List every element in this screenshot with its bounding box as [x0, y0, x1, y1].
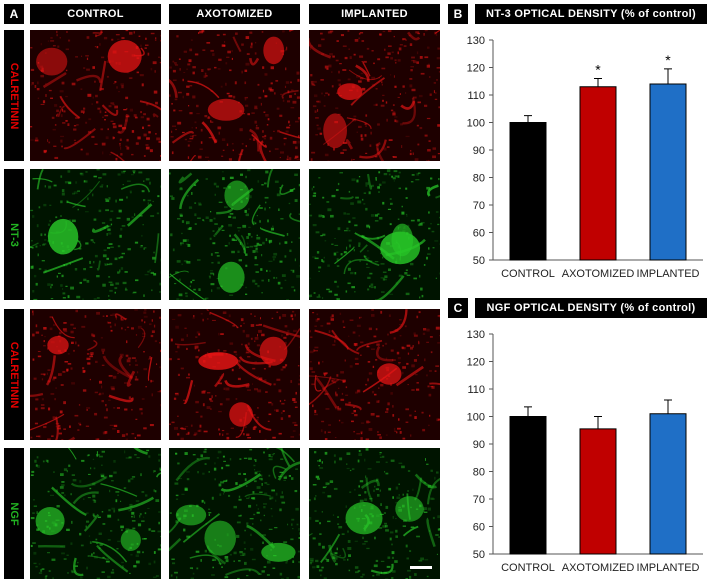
micrograph-ngf-implanted: [309, 448, 440, 579]
nt3-x-tick-label: AXOTOMIZED: [562, 268, 635, 280]
ngf-bar-control: [509, 416, 547, 555]
nt3-y-tick-label: 100: [467, 118, 485, 130]
ngf-y-tick-label: 130: [467, 329, 485, 341]
row-label-nt3: NT-3: [4, 169, 24, 300]
nt3-y-tick-label: 70: [473, 200, 485, 212]
nt3-y-tick-label: 120: [467, 63, 485, 75]
micrograph-calretinin-control: [30, 309, 161, 440]
column-header-implanted: IMPLANTED: [309, 4, 440, 24]
nt3-bar-axotomized: [579, 86, 617, 261]
scale-bar: [410, 566, 432, 569]
ngf-x-tick-label: AXOTOMIZED: [562, 562, 635, 574]
panel-b-label: B: [448, 4, 468, 24]
nt3-x-tick-label: IMPLANTED: [637, 268, 700, 280]
ngf-y-tick-label: 70: [473, 494, 485, 506]
nt3-x-tick-label: CONTROL: [501, 268, 555, 280]
nt3-y-tick-label: 90: [473, 145, 485, 157]
ngf-x-tick-label: IMPLANTED: [637, 562, 700, 574]
nt3-y-tick-label: 50: [473, 255, 485, 267]
ngf-y-tick-label: 60: [473, 522, 485, 534]
micrograph-nt-3-implanted: [309, 169, 440, 300]
row-label-text: CALRETININ: [8, 341, 20, 408]
row-label-text: NT-3: [8, 222, 20, 247]
row-label-ngf: NGF: [4, 448, 24, 579]
micrograph-nt-3-control: [30, 169, 161, 300]
nt3-significance-marker: *: [665, 52, 671, 68]
column-header-axotomized: AXOTOMIZED: [169, 4, 300, 24]
panel-a-label: A: [4, 4, 24, 24]
column-header-control: CONTROL: [30, 4, 161, 24]
ngf-y-tick-label: 50: [473, 549, 485, 561]
row-label-text: CALRETININ: [8, 62, 20, 129]
row-label-text: NGF: [8, 501, 20, 526]
nt3-y-tick-label: 130: [467, 35, 485, 47]
chart-title-nt3: NT-3 OPTICAL DENSITY (% of control): [475, 4, 707, 24]
ngf-y-tick-label: 90: [473, 439, 485, 451]
nt3-y-tick-label: 60: [473, 228, 485, 240]
ngf-y-tick-label: 110: [467, 384, 485, 396]
ngf-bar-implanted: [649, 413, 687, 555]
nt3-bar-implanted: [649, 83, 687, 261]
ngf-y-tick-label: 120: [467, 357, 485, 369]
nt3-bar-control: [509, 122, 547, 261]
nt3-significance-marker: *: [595, 62, 601, 78]
ngf-x-tick-label: CONTROL: [501, 562, 555, 574]
micrograph-ngf-axotomized: [169, 448, 300, 579]
ngf-bar-axotomized: [579, 428, 617, 555]
chart-title-ngf: NGF OPTICAL DENSITY (% of control): [475, 298, 707, 318]
ngf-y-tick-label: 100: [467, 412, 485, 424]
nt3-y-tick-label: 80: [473, 173, 485, 185]
bar-chart-nt3: 50 60 70 80 90 100 110 120 130 CONTROL AXOTOMIZED *…: [467, 35, 703, 280]
bar-chart-ngf: 50 60 70 80 90 100 110 120 130 CONTROL AXOTOMIZED I…: [467, 329, 703, 574]
ngf-y-tick-label: 80: [473, 467, 485, 479]
panel-c-label: C: [448, 298, 468, 318]
micrograph-calretinin-axotomized: [169, 30, 300, 161]
micrograph-calretinin-axotomized: [169, 309, 300, 440]
row-label-calretinin-2: CALRETININ: [4, 309, 24, 440]
nt3-y-tick-label: 110: [467, 90, 485, 102]
micrograph-ngf-control: [30, 448, 161, 579]
micrograph-calretinin-implanted: [309, 309, 440, 440]
micrograph-nt-3-axotomized: [169, 169, 300, 300]
micrograph-calretinin-control: [30, 30, 161, 161]
row-label-calretinin-1: CALRETININ: [4, 30, 24, 161]
micrograph-calretinin-implanted: [309, 30, 440, 161]
